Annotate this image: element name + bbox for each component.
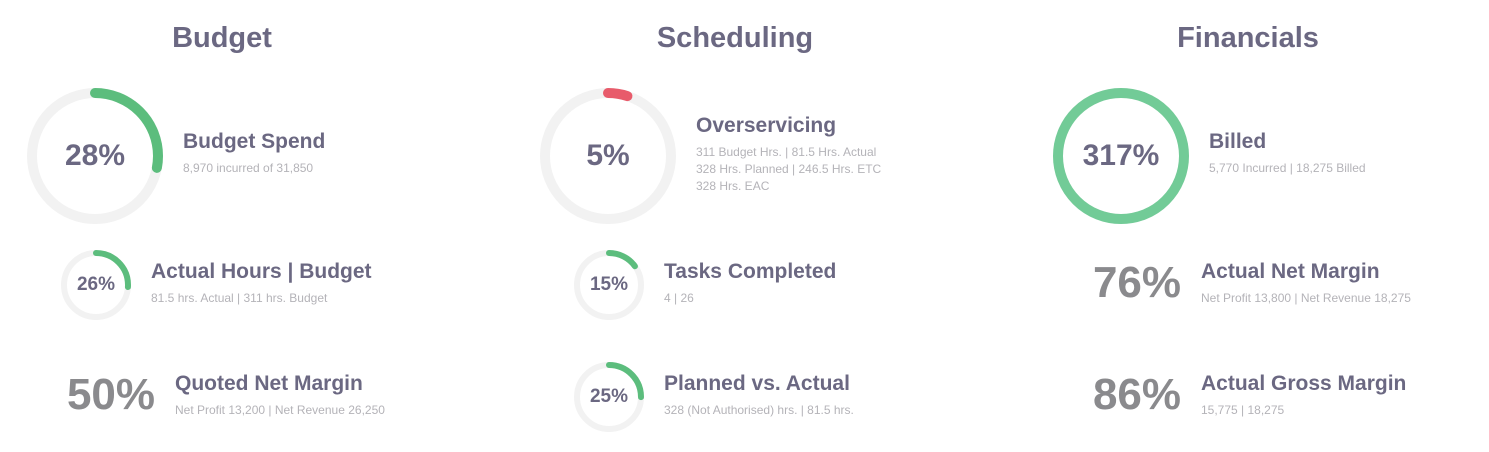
overservicing-subtitle-line-2: 328 Hrs. Planned | 246.5 Hrs. ETC — [696, 162, 882, 176]
planned-vs-actual-percent: 25% — [589, 386, 629, 407]
tasks-completed-title: Tasks Completed — [664, 260, 837, 283]
overservicing-subtitle-line-3: 328 Hrs. EAC — [696, 179, 770, 193]
budget-spend-gauge: 28% — [27, 88, 163, 224]
actual-hours-title: Actual Hours | Budget — [151, 260, 372, 283]
overservicing-gauge-progress-arc — [540, 88, 676, 224]
billed-gauge-progress-arc — [1053, 88, 1189, 224]
budget-spend-subtitle: 8,970 incurred of 31,850 — [183, 160, 325, 177]
overservicing-gauge: 5% — [540, 88, 676, 224]
tasks-completed-gauge-svg — [574, 250, 644, 320]
actual-net-margin-subtitle: Net Profit 13,800 | Net Revenue 18,275 — [1201, 290, 1411, 307]
budget-heading: Budget — [172, 22, 272, 54]
actual-hours-percent: 26% — [76, 274, 116, 295]
planned-vs-actual-subtitle: 328 (Not Authorised) hrs. | 81.5 hrs. — [664, 402, 854, 419]
budget-spend-gauge-svg — [27, 88, 163, 224]
billed-metric: Billed 5,770 Incurred | 18,275 Billed — [1209, 130, 1366, 177]
tasks-completed-gauge-progress-arc — [574, 250, 644, 320]
tasks-completed-metric: Tasks Completed 4 | 26 — [664, 260, 836, 307]
actual-gross-margin-title: Actual Gross Margin — [1201, 372, 1407, 395]
planned-vs-actual-subtitle-line: 328 (Not Authorised) hrs. | 81.5 hrs. — [664, 403, 854, 417]
overservicing-gauge-svg — [540, 88, 676, 224]
billed-gauge: 317% — [1053, 88, 1189, 224]
actual-hours-gauge-svg — [61, 250, 131, 320]
quoted-net-margin-subtitle: Net Profit 13,200 | Net Revenue 26,250 — [175, 402, 385, 419]
tasks-completed-subtitle: 4 | 26 — [664, 290, 836, 307]
tasks-completed-subtitle-line: 4 | 26 — [664, 291, 694, 305]
budget-spend-gauge-progress-arc — [27, 88, 163, 224]
planned-vs-actual-title: Planned vs. Actual — [664, 372, 850, 395]
quoted-net-margin-metric: Quoted Net Margin Net Profit 13,200 | Ne… — [175, 372, 385, 419]
billed-title: Billed — [1209, 130, 1267, 153]
actual-net-margin-title: Actual Net Margin — [1201, 260, 1380, 283]
billed-subtitle-line: 5,770 Incurred | 18,275 Billed — [1209, 161, 1366, 175]
quoted-net-margin-title: Quoted Net Margin — [175, 372, 363, 395]
budget-spend-title: Budget Spend — [183, 130, 326, 153]
planned-vs-actual-gauge-svg — [574, 362, 644, 432]
actual-hours-metric: Actual Hours | Budget 81.5 hrs. Actual |… — [151, 260, 372, 307]
planned-vs-actual-gauge-progress-arc — [574, 362, 644, 432]
planned-vs-actual-gauge: 25% — [574, 362, 644, 432]
quoted-net-margin-subtitle-line: Net Profit 13,200 | Net Revenue 26,250 — [175, 403, 385, 417]
tasks-completed-gauge: 15% — [574, 250, 644, 320]
actual-net-margin-subtitle-line: Net Profit 13,800 | Net Revenue 18,275 — [1201, 291, 1411, 305]
actual-gross-margin-percent: 86% — [1092, 370, 1182, 419]
budget-spend-subtitle-line: 8,970 incurred of 31,850 — [183, 161, 314, 175]
overservicing-subtitle-line-1: 311 Budget Hrs. | 81.5 Hrs. Actual — [696, 145, 877, 159]
actual-hours-subtitle-line: 81.5 hrs. Actual | 311 hrs. Budget — [151, 291, 328, 305]
actual-hours-gauge: 26% — [61, 250, 131, 320]
actual-hours-gauge-progress-arc — [61, 250, 131, 320]
overservicing-subtitle: 311 Budget Hrs. | 81.5 Hrs. Actual 328 H… — [696, 144, 881, 195]
planned-vs-actual-metric: Planned vs. Actual 328 (Not Authorised) … — [664, 372, 854, 419]
scheduling-heading: Scheduling — [656, 22, 814, 54]
quoted-net-margin-percent: 50% — [66, 370, 156, 419]
actual-net-margin-percent: 76% — [1092, 258, 1182, 307]
budget-spend-metric: Budget Spend 8,970 incurred of 31,850 — [183, 130, 325, 177]
actual-hours-subtitle: 81.5 hrs. Actual | 311 hrs. Budget — [151, 290, 372, 307]
billed-percent: 317% — [1082, 139, 1160, 172]
tasks-completed-percent: 15% — [589, 274, 629, 295]
actual-net-margin-metric: Actual Net Margin Net Profit 13,800 | Ne… — [1201, 260, 1411, 307]
overservicing-percent: 5% — [586, 139, 630, 172]
overservicing-metric: Overservicing 311 Budget Hrs. | 81.5 Hrs… — [696, 114, 881, 195]
financials-heading: Financials — [1177, 22, 1319, 54]
billed-gauge-svg — [1053, 88, 1189, 224]
billed-subtitle: 5,770 Incurred | 18,275 Billed — [1209, 160, 1366, 177]
budget-spend-percent: 28% — [64, 139, 126, 172]
actual-gross-margin-subtitle: 15,775 | 18,275 — [1201, 402, 1406, 419]
overservicing-title: Overservicing — [696, 114, 837, 137]
actual-gross-margin-metric: Actual Gross Margin 15,775 | 18,275 — [1201, 372, 1406, 419]
actual-gross-margin-subtitle-line: 15,775 | 18,275 — [1201, 403, 1285, 417]
